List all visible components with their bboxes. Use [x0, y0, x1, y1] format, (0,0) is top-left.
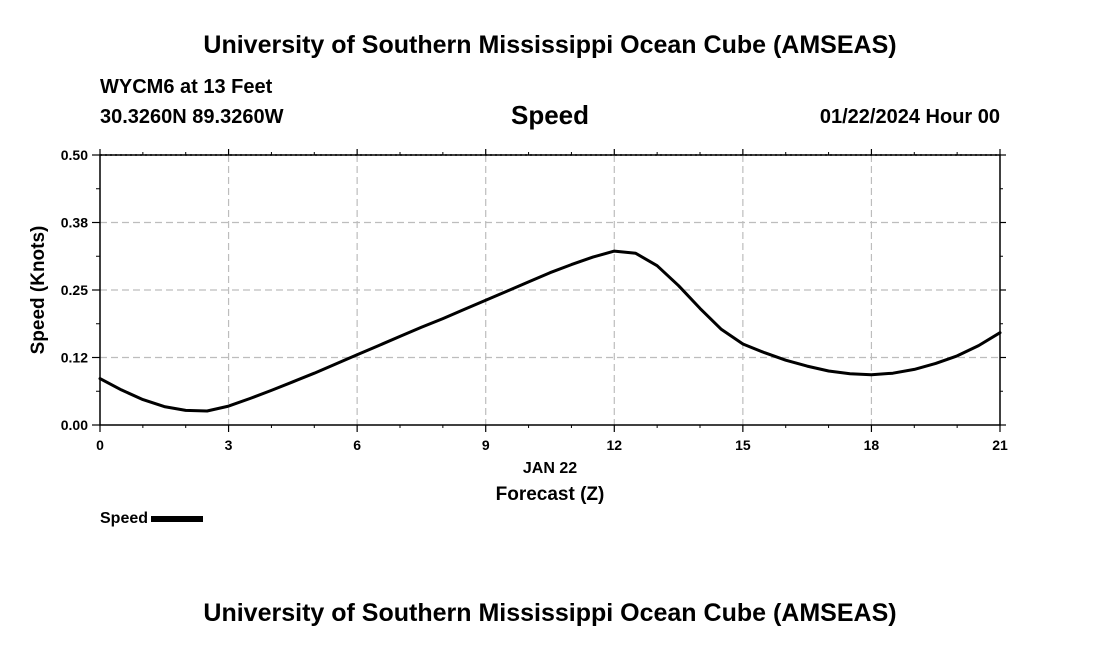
- y-tick-label: 0.38: [61, 215, 88, 231]
- forecast-datetime: 01/22/2024 Hour 00: [819, 106, 1000, 128]
- y-tick-label: 0.12: [61, 350, 88, 366]
- x-tick-label: 18: [864, 437, 880, 453]
- page-title: University of Southern Mississippi Ocean…: [203, 31, 897, 59]
- legend-label: Speed: [100, 510, 149, 527]
- x-tick-label: 3: [225, 437, 233, 453]
- grid-lines: [100, 154, 1000, 425]
- y-tick-label: 0.50: [61, 147, 88, 163]
- legend: Speed: [100, 510, 204, 528]
- x-tick-label: 21: [992, 437, 1008, 453]
- speed-series-line: [98, 249, 1002, 413]
- x-tick-label: 6: [353, 437, 361, 453]
- axis-ticks: 0 3 6 9 12 15 18 21 0.00 0.12 0.25 0.38 0.50: [61, 147, 1008, 453]
- x-tick-label: 0: [96, 437, 104, 453]
- chart-title: Speed: [510, 100, 590, 130]
- x-tick-label: 15: [735, 437, 751, 453]
- y-axis-label: Speed (Knots): [28, 226, 49, 355]
- footer-title: University of Southern Mississippi Ocean…: [203, 599, 897, 627]
- coordinates-label: 30.3260N 89.3260W: [100, 106, 284, 128]
- legend-line-swatch: [151, 516, 204, 522]
- x-tick-label: 9: [482, 437, 490, 453]
- x-axis-date-label: JAN 22: [523, 460, 577, 477]
- y-tick-label: 0.25: [61, 282, 88, 298]
- x-axis-label: Forecast (Z): [496, 484, 605, 505]
- y-tick-label: 0.00: [61, 417, 88, 433]
- x-tick-label: 12: [606, 437, 622, 453]
- plot-frame: [99, 154, 1001, 426]
- series-layer: [98, 249, 1002, 413]
- station-label: WYCM6 at 13 Feet: [100, 76, 273, 98]
